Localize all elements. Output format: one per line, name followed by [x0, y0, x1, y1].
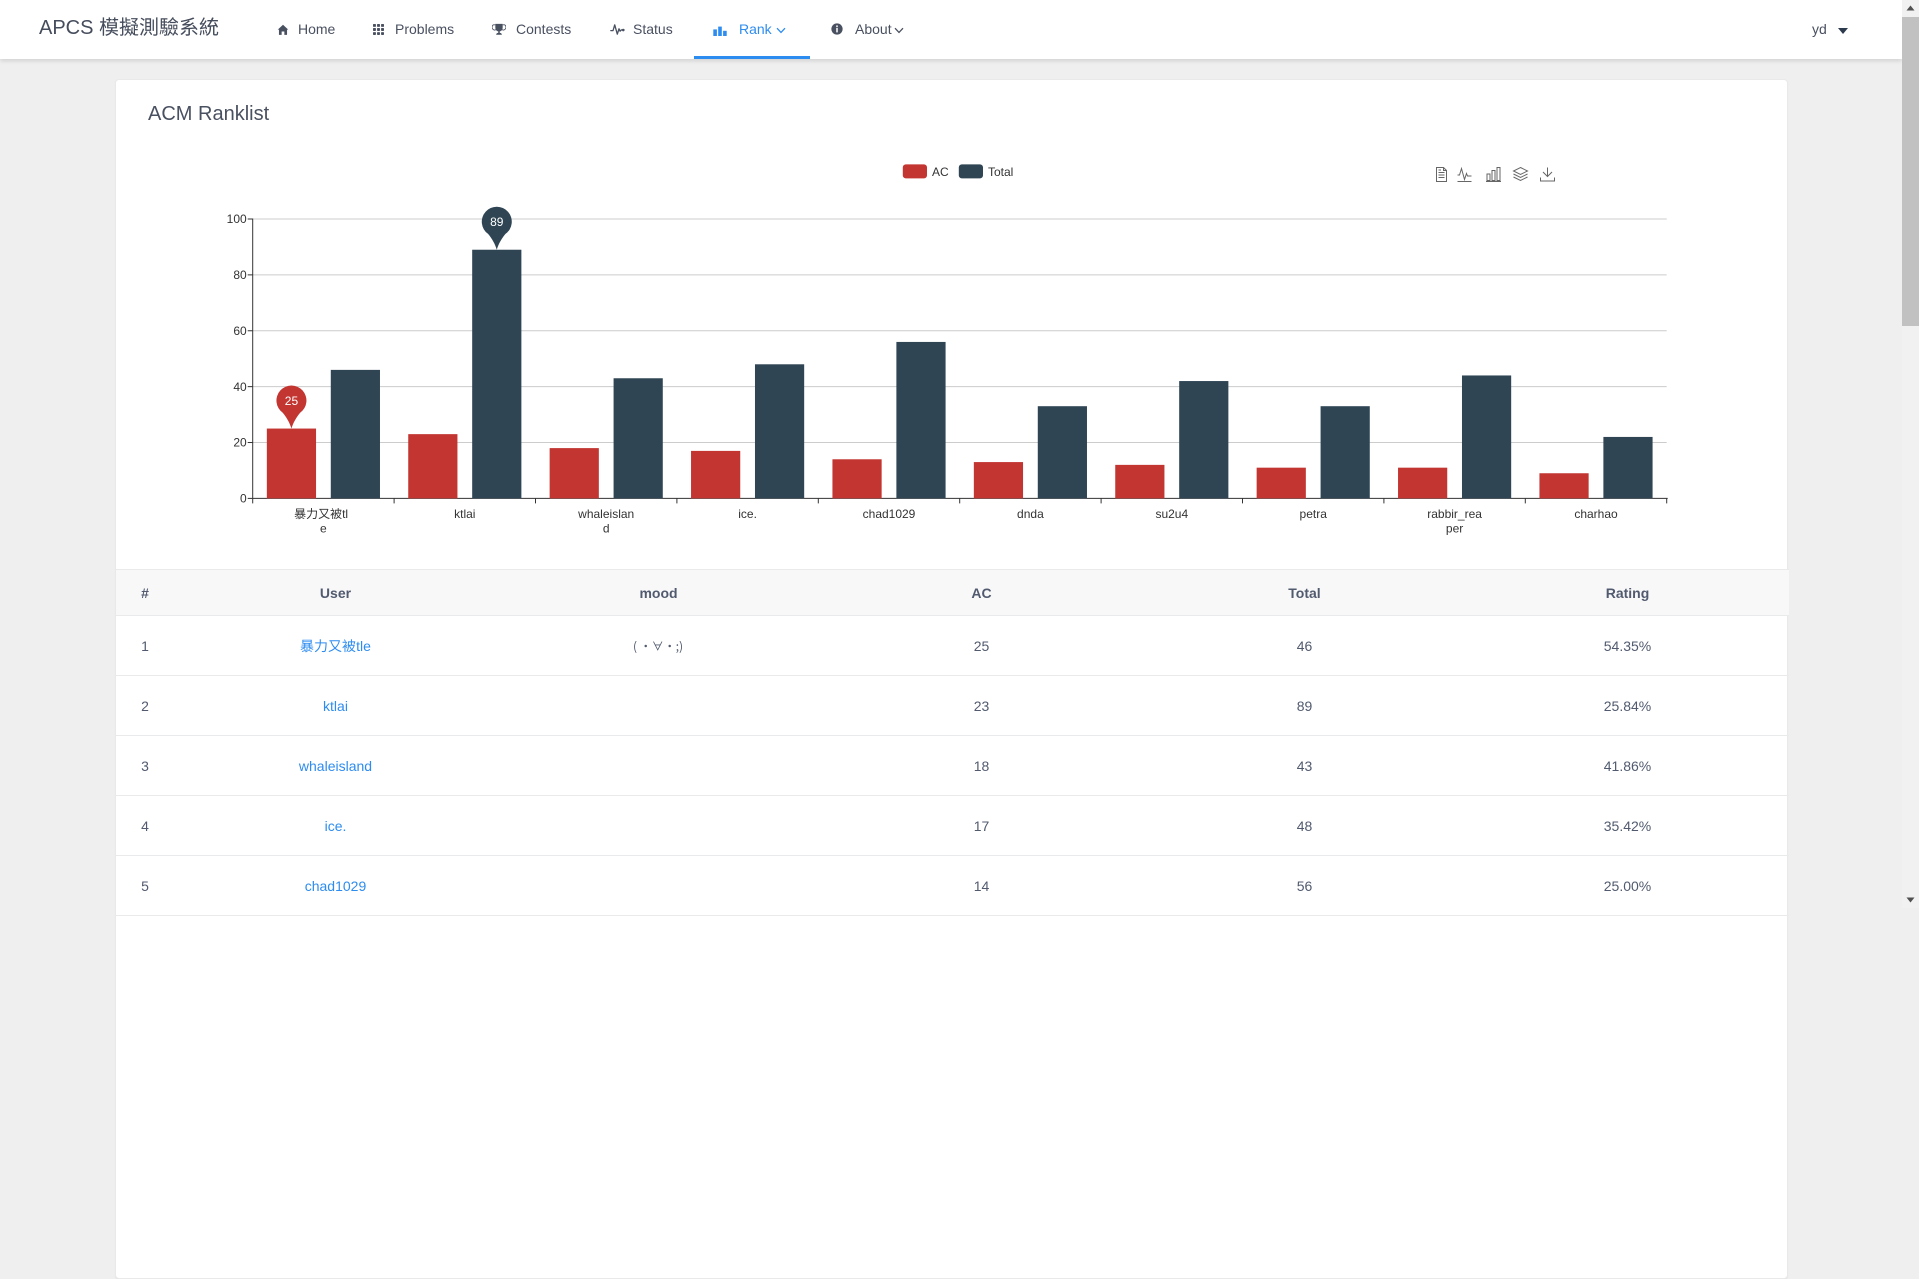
svg-text:89: 89: [490, 215, 504, 229]
svg-text:60: 60: [233, 324, 247, 338]
svg-text:100: 100: [227, 212, 247, 226]
svg-text:rabbir_rea: rabbir_rea: [1427, 507, 1482, 521]
svg-text:40: 40: [233, 380, 247, 394]
svg-text:20: 20: [233, 436, 247, 450]
svg-text:chad1029: chad1029: [863, 507, 916, 521]
svg-text:25: 25: [285, 394, 299, 408]
svg-text:su2u4: su2u4: [1155, 507, 1188, 521]
svg-text:0: 0: [240, 492, 247, 506]
svg-text:per: per: [1446, 522, 1463, 536]
svg-text:petra: petra: [1300, 507, 1328, 521]
svg-text:e: e: [320, 522, 327, 536]
svg-text:dnda: dnda: [1017, 507, 1044, 521]
svg-text:ice.: ice.: [738, 507, 757, 521]
svg-text:d: d: [603, 522, 610, 536]
svg-text:80: 80: [233, 268, 247, 282]
svg-text:whaleislan: whaleislan: [577, 507, 634, 521]
svg-text:tl: tl: [342, 507, 348, 521]
svg-text:AC: AC: [932, 165, 949, 179]
svg-text:ktlai: ktlai: [454, 507, 475, 521]
svg-text:charhao: charhao: [1574, 507, 1618, 521]
svg-text:Total: Total: [988, 165, 1013, 179]
